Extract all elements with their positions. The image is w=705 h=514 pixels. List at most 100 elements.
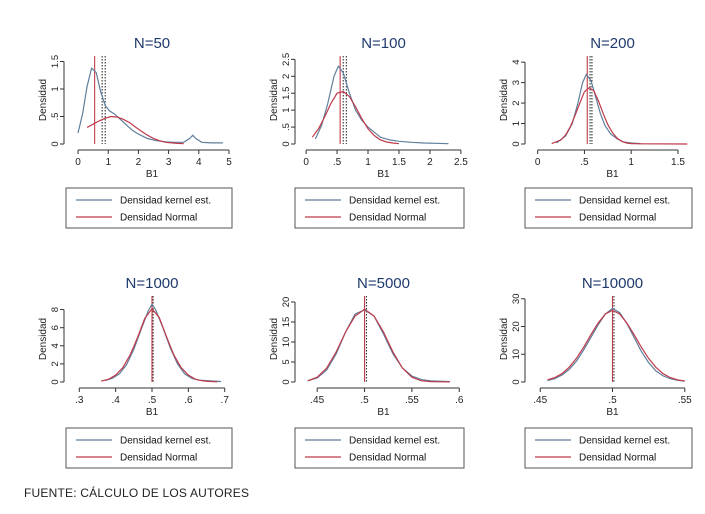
x-tick-label: .55 <box>405 395 419 406</box>
legend-box <box>65 427 233 469</box>
x-tick-label: 0 <box>303 157 309 168</box>
legend-normal-label: Densidad Normal <box>579 213 656 224</box>
y-tick-label: 2 <box>281 74 292 79</box>
x-tick-label: 1 <box>628 157 634 168</box>
x-axis-label: B1 <box>377 169 390 180</box>
series-normal-line <box>547 309 685 382</box>
legend-kernel-label: Densidad kernel est. <box>579 436 670 447</box>
y-tick-label: 1 <box>281 108 292 113</box>
x-tick-label: .5 <box>360 395 369 406</box>
y-tick-label: 3 <box>511 80 522 85</box>
series-normal-line <box>86 115 184 145</box>
legend: Densidad kernel est. Densidad Normal <box>65 427 233 469</box>
y-axis-label: Densidad <box>269 79 280 121</box>
source-note: FUENTE: CÁLCULO DE LOS AUTORES <box>24 486 250 500</box>
legend-box <box>294 427 465 469</box>
y-tick-label: 30 <box>511 293 522 304</box>
y-tick-label: 0 <box>50 141 61 146</box>
x-tick-label: .7 <box>221 395 230 406</box>
legend-kernel-label: Densidad kernel est. <box>579 196 670 207</box>
legend-normal-label: Densidad Normal <box>349 453 426 464</box>
y-tick-label: 4 <box>50 343 61 348</box>
y-tick-label: 0 <box>511 141 522 146</box>
x-axis-label: B1 <box>377 407 390 418</box>
x-tick-label: .55 <box>678 395 692 406</box>
legend-kernel-label: Densidad kernel est. <box>120 196 211 207</box>
y-tick-label: .5 <box>281 123 292 131</box>
y-tick-label: 20 <box>281 297 292 308</box>
panel-2: N=100 0 .5 1 1.5 2 2.5 Densidad 0 .5 1 1.5 2 2.5 B1 Den… <box>269 35 468 229</box>
y-tick-label: 1.5 <box>281 87 292 100</box>
y-tick-label: 10 <box>511 349 522 360</box>
x-tick-label: .6 <box>184 395 193 406</box>
legend: Densidad kernel est. Densidad Normal <box>294 427 465 469</box>
legend-kernel-label: Densidad kernel est. <box>349 436 440 447</box>
y-tick-label: 15 <box>281 317 292 328</box>
legend: Densidad kernel est. Densidad Normal <box>524 187 693 229</box>
panel-title: N=50 <box>134 35 170 52</box>
x-tick-label: .4 <box>111 395 120 406</box>
y-tick-label: 0 <box>281 141 292 146</box>
legend-normal-label: Densidad Normal <box>120 453 197 464</box>
y-axis-label: Densidad <box>269 318 280 360</box>
y-tick-label: 1.5 <box>50 55 61 68</box>
y-tick-label: 2 <box>50 361 61 366</box>
series-kernel-line <box>307 309 450 383</box>
x-tick-label: 2 <box>427 157 433 168</box>
legend: Densidad kernel est. Densidad Normal <box>294 187 465 229</box>
legend-kernel-label: Densidad kernel est. <box>120 436 211 447</box>
x-tick-label: .5 <box>148 395 157 406</box>
legend-box <box>524 427 693 469</box>
series-kernel-line <box>104 302 222 383</box>
x-tick-label: 4 <box>196 157 202 168</box>
panel-title: N=200 <box>590 35 635 52</box>
panel-title: N=100 <box>361 35 406 52</box>
legend-box <box>65 187 233 229</box>
x-tick-label: 1.5 <box>392 157 406 168</box>
panel-title: N=5000 <box>357 275 410 292</box>
legend: Densidad kernel est. Densidad Normal <box>65 187 233 229</box>
series-normal-line <box>307 308 450 383</box>
y-tick-label: .5 <box>50 113 61 121</box>
x-tick-label: 5 <box>226 157 232 168</box>
y-tick-label: 0 <box>511 379 522 384</box>
x-tick-label: 1.5 <box>671 157 685 168</box>
x-tick-label: 1 <box>365 157 371 168</box>
y-tick-label: 10 <box>281 337 292 348</box>
series-kernel-line <box>314 65 449 145</box>
x-axis-label: B1 <box>146 407 159 418</box>
x-tick-label: .6 <box>455 395 464 406</box>
x-axis-label: B1 <box>606 407 619 418</box>
x-tick-label: .5 <box>333 157 342 168</box>
y-tick-label: 4 <box>511 59 522 64</box>
legend-kernel-label: Densidad kernel est. <box>349 196 440 207</box>
legend-normal-label: Densidad Normal <box>579 453 656 464</box>
legend-normal-label: Densidad Normal <box>349 213 426 224</box>
y-tick-label: 1 <box>50 86 61 91</box>
y-tick-label: 6 <box>50 325 61 330</box>
y-tick-label: 0 <box>50 379 61 384</box>
legend: Densidad kernel est. Densidad Normal <box>524 427 693 469</box>
series-normal-line <box>100 307 218 383</box>
panel-4: N=1000 0 2 4 6 8 Densidad .3 .4 .5 .6 .7 B1 Densidad … <box>38 275 233 469</box>
panel-6: N=10000 0 10 20 30 Densidad .45 .5 .55 B1 Densidad… <box>499 275 693 469</box>
legend-box <box>294 187 465 229</box>
x-tick-label: 0 <box>75 157 81 168</box>
x-tick-label: 1 <box>105 157 111 168</box>
y-tick-label: 8 <box>50 307 61 312</box>
y-tick-label: 2.5 <box>281 53 292 66</box>
y-tick-label: 1 <box>511 121 522 126</box>
y-axis-label: Densidad <box>499 79 510 121</box>
x-tick-label: 0 <box>535 157 541 168</box>
panel-3: N=200 0 1 2 3 4 Densidad 0 .5 1 1.5 B1 Densidad kern… <box>499 35 693 229</box>
x-axis-label: B1 <box>606 169 619 180</box>
series-normal-line <box>551 86 688 145</box>
y-axis-label: Densidad <box>38 318 49 360</box>
x-tick-label: .5 <box>580 157 589 168</box>
y-tick-label: 20 <box>511 321 522 332</box>
series-normal-line <box>311 90 400 145</box>
y-tick-label: 5 <box>281 359 292 364</box>
